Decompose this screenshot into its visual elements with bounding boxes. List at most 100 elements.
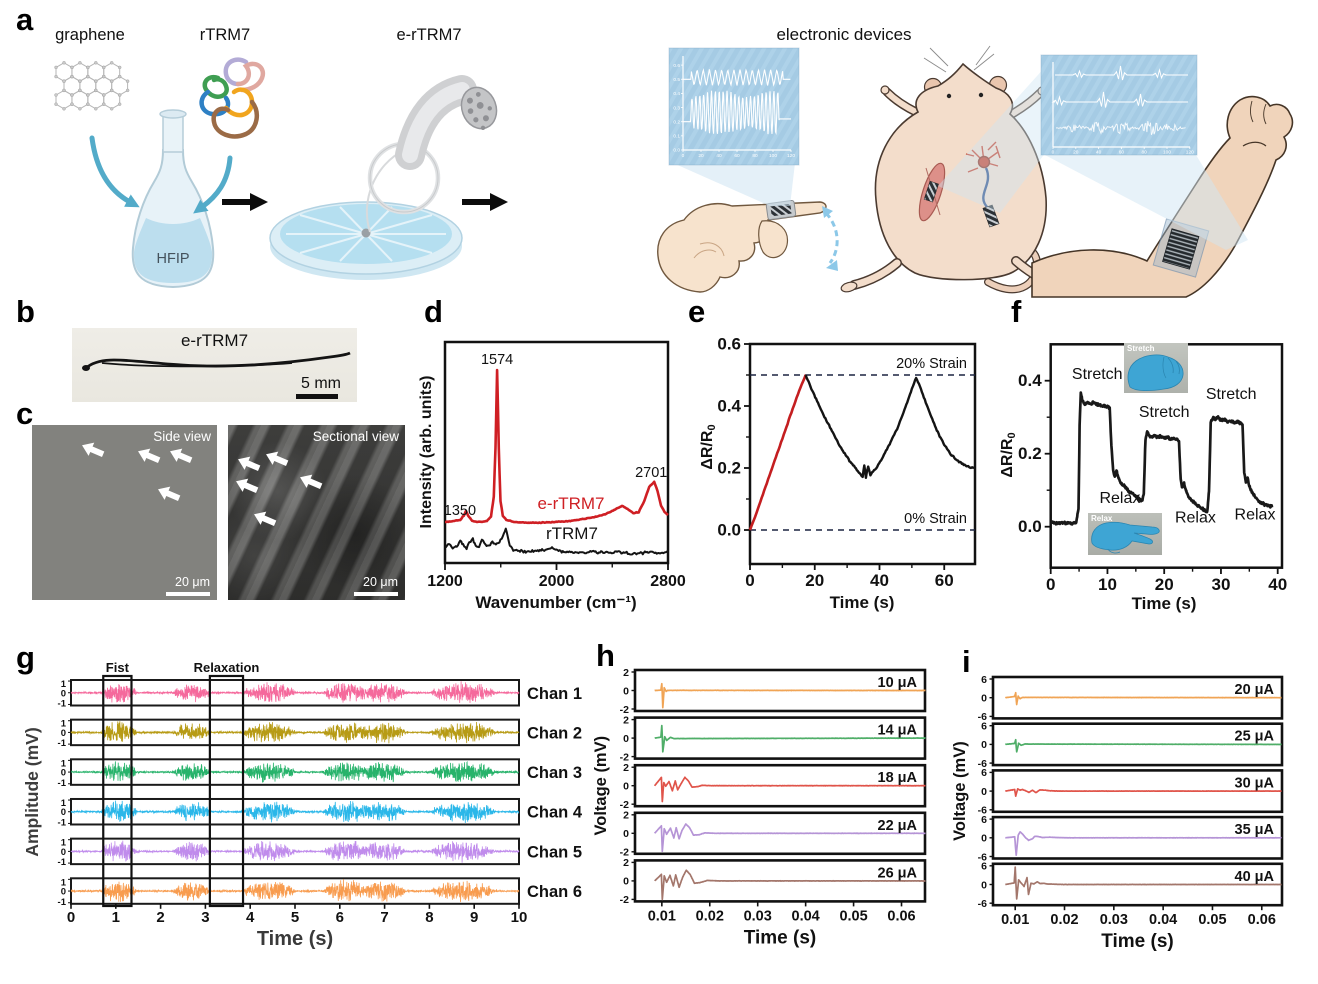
tick-label: 0 — [61, 887, 66, 898]
atom — [62, 88, 66, 93]
tick-label: 40 — [1096, 150, 1102, 156]
sem-arrow-icon — [236, 478, 259, 493]
axis-title: Voltage (mV) — [951, 741, 969, 841]
panel-label-d: d — [424, 294, 443, 329]
devices-label: electronic devices — [776, 25, 911, 44]
atom — [86, 93, 90, 97]
sem-sectional-view: Sectional view 20 μm — [228, 425, 405, 600]
tick-label: 0.05 — [1198, 912, 1226, 928]
sem-side-view: Side view 20 μm — [32, 425, 217, 600]
raman-ertrm7 — [444, 368, 669, 525]
fiber-drawing — [82, 351, 351, 371]
tick-label: 0 — [623, 781, 629, 793]
tick-label: 0.6 — [673, 63, 680, 69]
tick-label: -2 — [620, 894, 629, 906]
annotation-label: Relax — [1175, 509, 1216, 526]
tick-label: 1 — [61, 679, 67, 690]
atom — [54, 74, 58, 79]
atom — [62, 79, 66, 83]
tick-label: 6 — [981, 861, 987, 873]
tick-label: 6 — [336, 909, 344, 926]
tick-label: 20 — [1073, 150, 1079, 156]
strain-label: 0% Strain — [904, 511, 967, 527]
tick-label: 40 — [870, 571, 889, 590]
graphene-label: graphene — [55, 26, 125, 44]
tick-label: 60 — [1119, 150, 1125, 156]
tick-label: 0.01 — [648, 908, 676, 924]
tick-label: 1200 — [427, 573, 463, 590]
pulse-trace — [653, 776, 926, 803]
atom — [117, 65, 122, 70]
event-window — [208, 674, 245, 908]
atom — [109, 61, 114, 65]
beam-mouse-icon — [938, 66, 1046, 213]
annotation-label: Relax — [1099, 490, 1140, 507]
inset-trace-2 — [1051, 91, 1188, 108]
atom — [102, 65, 106, 70]
tick-label: 3 — [201, 909, 209, 926]
peak-label: 1574 — [481, 352, 513, 368]
tick-label: 0 — [67, 909, 75, 926]
fiber-spool-illustration — [365, 75, 498, 233]
series-label: rTRM7 — [546, 524, 598, 543]
tick-label: 20 — [805, 571, 824, 590]
tick-label: 7 — [380, 909, 388, 926]
atom — [109, 88, 114, 93]
tick-label: 0 — [981, 739, 987, 751]
stretch-photo-inset: Stretch — [1124, 343, 1188, 393]
tick-label: 1 — [61, 758, 67, 769]
inset-caption: Relax — [1091, 514, 1113, 523]
tick-label: 60 — [935, 571, 954, 590]
tick-label: 8 — [425, 909, 433, 926]
tick-label: 0 — [61, 728, 66, 739]
annotation-label: Stretch — [1072, 366, 1123, 383]
tick-label: 1 — [61, 719, 67, 730]
tick-label: 6 — [981, 721, 987, 733]
tick-label: 2 — [623, 857, 629, 869]
tick-label: 0.03 — [744, 908, 772, 924]
tick-label: 0.01 — [1001, 912, 1029, 928]
atom — [117, 102, 122, 106]
tick-label: 0.2 — [673, 119, 680, 125]
atom — [78, 88, 82, 93]
tick-label: 5 — [291, 909, 299, 926]
flask-label: HFIP — [156, 251, 189, 267]
tick-label: 0 — [745, 571, 754, 590]
pulse-trace — [1004, 738, 1282, 753]
tick-label: 20 — [698, 153, 704, 159]
tick-label: 0 — [981, 693, 987, 705]
atom — [102, 74, 106, 79]
sem-arrow-icon — [266, 451, 289, 466]
peak-label: 2701 — [635, 465, 667, 481]
current-label: 20 μA — [1235, 682, 1275, 698]
tick-label: 0 — [1046, 575, 1055, 594]
axis-title: Amplitude (mV) — [22, 727, 42, 856]
axis-title: ΔR/R0 — [999, 432, 1018, 477]
sem-arrows — [236, 451, 323, 526]
nerve-cuff-lead-icon — [982, 167, 990, 209]
tick-label: 0.02 — [1050, 912, 1078, 928]
tick-label: 100 — [769, 153, 777, 159]
fiber-photo: e-rTRM7 5 mm — [72, 328, 357, 402]
scalebar-label: 20 μm — [363, 575, 398, 589]
atom — [94, 88, 98, 93]
sem-view-label: Sectional view — [312, 429, 399, 444]
sem-arrow-icon — [300, 474, 323, 489]
glove-open-hand-icon — [1091, 521, 1160, 554]
tick-label: 10 — [511, 909, 528, 926]
atom — [109, 107, 114, 111]
rtrm7-label: rTRM7 — [200, 26, 250, 44]
channel-label: Chan 4 — [527, 804, 583, 822]
tick-label: 0.05 — [839, 908, 867, 924]
axis-title: Time (s) — [744, 927, 817, 948]
neuron-icon — [965, 141, 1001, 173]
sem-arrow-icon — [254, 511, 277, 526]
tick-label: 0.04 — [792, 908, 820, 924]
inset-trace-3 — [1055, 121, 1186, 135]
tick-label: 1 — [61, 838, 67, 849]
atom — [86, 102, 90, 106]
inset-trace-bottom — [683, 90, 791, 135]
tick-label: 20 — [1155, 575, 1174, 594]
tick-label: -1 — [58, 738, 67, 749]
tick-label: -6 — [978, 851, 987, 863]
